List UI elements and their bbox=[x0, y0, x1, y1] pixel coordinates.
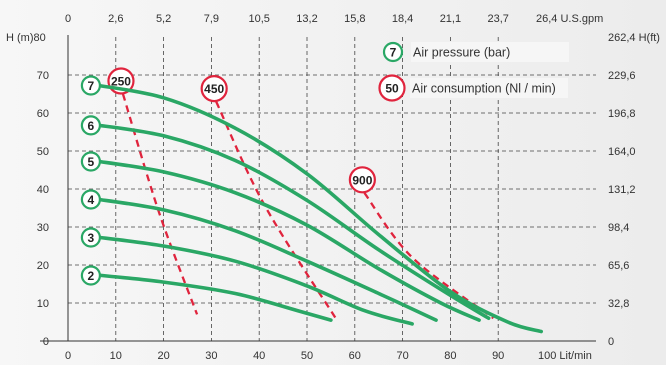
x-bottom-tick-label: 40 bbox=[253, 350, 265, 362]
legend-symbol-pressure bbox=[382, 41, 404, 63]
y-right-tick-label: 32,8 bbox=[608, 298, 629, 310]
legend-symbol-text: 50 bbox=[385, 82, 399, 96]
legend-entry-consumption: Air consumption (Nl / min) bbox=[412, 82, 556, 96]
x-bottom-tick-label: 60 bbox=[349, 350, 361, 362]
y-left-axis-label: H (m)80 bbox=[6, 32, 46, 44]
air-pressure-curve-2 bbox=[90, 272, 333, 322]
air-consumption-line-250 bbox=[121, 93, 199, 315]
legend-text-bg bbox=[411, 42, 569, 62]
x-top-tick-label: 26,4 U.S.gpm bbox=[536, 13, 603, 25]
air-pressure-badge-4 bbox=[80, 189, 102, 210]
x-bottom-tick-label: 20 bbox=[157, 350, 169, 362]
y-right-tick-label: 98,4 bbox=[608, 222, 629, 234]
legend-text-bg bbox=[410, 78, 568, 98]
x-bottom-tick-label: 30 bbox=[205, 350, 217, 362]
x-top-tick-label: 7,9 bbox=[204, 13, 219, 25]
y-right-tick-label: 0 bbox=[608, 336, 614, 348]
y-right-tick-label: 65,6 bbox=[608, 260, 629, 272]
air-pressure-curves: 2 3 4 5 6 7 bbox=[80, 75, 544, 334]
y-left-tick-label: 20 bbox=[37, 260, 49, 272]
x-bottom-tick-label: 0 bbox=[65, 350, 71, 362]
x-bottom-tick-label: 10 bbox=[110, 350, 122, 362]
air-pressure-curve-5 bbox=[90, 158, 481, 322]
air-pressure-badge-6 bbox=[80, 115, 102, 136]
chart-legend: 7 Air pressure (bar) 50 Air consumption (Nl… bbox=[378, 41, 569, 102]
x-top-tick-label: 10,5 bbox=[248, 13, 269, 25]
air-pressure-badge-3 bbox=[80, 227, 102, 248]
y-left-tick-label: 0 bbox=[43, 336, 49, 348]
legend-symbol-consumption bbox=[378, 74, 406, 102]
air-pressure-value-7: 7 bbox=[88, 79, 95, 93]
y-left-tick-label: 70 bbox=[37, 70, 49, 82]
y-left-tick-label: 50 bbox=[37, 146, 49, 158]
x-top-tick-label: 13,2 bbox=[296, 13, 317, 25]
x-top-tick-label: 15,8 bbox=[344, 13, 365, 25]
air-pressure-badge-7 bbox=[80, 75, 102, 96]
air-pressure-curve-3 bbox=[90, 234, 414, 326]
y-right-axis-label: 262,4 H(ft) bbox=[608, 32, 660, 44]
y-left-tick-label: 10 bbox=[37, 298, 49, 310]
x-top-tick-label: 0 bbox=[65, 13, 71, 25]
air-consumption-value-450: 450 bbox=[204, 82, 224, 96]
air-pressure-value-2: 2 bbox=[88, 269, 95, 283]
air-pressure-value-5: 5 bbox=[88, 155, 95, 169]
y-left-tick-label: 40 bbox=[37, 184, 49, 196]
air-consumption-badge-900 bbox=[348, 166, 376, 194]
x-top-tick-label: 23,7 bbox=[487, 13, 508, 25]
air-consumption-value-250: 250 bbox=[111, 75, 131, 89]
y-right-tick-label: 196,8 bbox=[608, 108, 636, 120]
y-right-tick-label: 164,0 bbox=[608, 146, 636, 158]
legend-entry-pressure: Air pressure (bar) bbox=[413, 46, 510, 60]
x-top-tick-label: 21,1 bbox=[440, 13, 461, 25]
air-pressure-curve-6 bbox=[90, 122, 491, 320]
y-left-tick-label: 30 bbox=[37, 222, 49, 234]
air-pressure-curve-4 bbox=[90, 196, 438, 322]
x-top-tick-label: 2,6 bbox=[108, 13, 123, 25]
x-top-tick-label: 18,4 bbox=[392, 13, 413, 25]
y-right-tick-label: 229,6 bbox=[608, 70, 636, 82]
y-left-tick-label: 60 bbox=[37, 108, 49, 120]
x-bottom-tick-label: 90 bbox=[492, 350, 504, 362]
air-pressure-curve-7 bbox=[90, 82, 544, 334]
air-pressure-badge-5 bbox=[80, 151, 102, 172]
air-pressure-value-6: 6 bbox=[88, 119, 95, 133]
y-right-tick-label: 131,2 bbox=[608, 184, 636, 196]
x-bottom-tick-label: 80 bbox=[444, 350, 456, 362]
air-pressure-value-3: 3 bbox=[88, 231, 95, 245]
x-bottom-tick-label: 100 Lit/min bbox=[538, 350, 592, 362]
air-consumption-badge-450 bbox=[200, 74, 228, 103]
x-bottom-tick-label: 70 bbox=[396, 350, 408, 362]
air-consumption-value-900: 900 bbox=[352, 173, 372, 187]
chart-axes: 00102,6205,2307,94010,55013,26015,87018,… bbox=[6, 13, 660, 362]
air-pressure-badge-2 bbox=[80, 265, 102, 286]
x-top-tick-label: 5,2 bbox=[156, 13, 171, 25]
x-bottom-tick-label: 50 bbox=[301, 350, 313, 362]
air-pressure-value-4: 4 bbox=[88, 193, 95, 207]
legend-symbol-text: 7 bbox=[390, 46, 397, 60]
